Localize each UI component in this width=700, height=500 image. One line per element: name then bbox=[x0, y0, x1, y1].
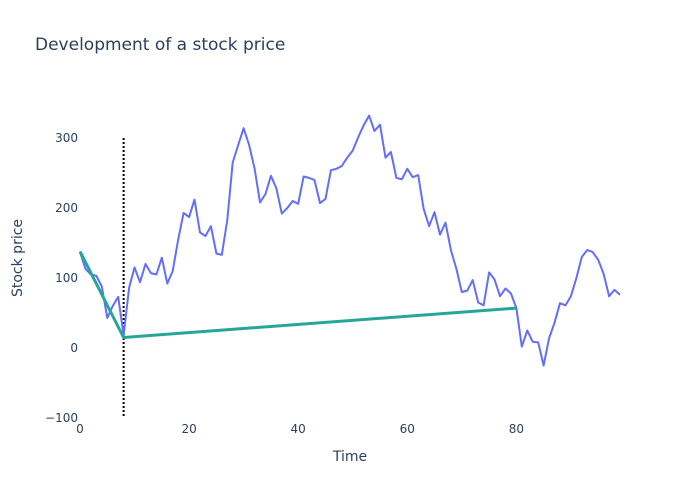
x-tick-label: 60 bbox=[400, 422, 415, 436]
y-tick-label: −100 bbox=[45, 411, 78, 425]
chart-title: Development of a stock price bbox=[35, 35, 285, 55]
x-tick-label: 40 bbox=[291, 422, 306, 436]
x-tick-label: 0 bbox=[76, 422, 84, 436]
y-tick-label: 100 bbox=[55, 271, 78, 285]
y-axis-ticks: −100 0 100 200 300 bbox=[45, 131, 78, 425]
stock-price-line bbox=[79, 114, 621, 367]
y-tick-label: 200 bbox=[55, 201, 78, 215]
y-tick-label: 0 bbox=[70, 341, 78, 355]
x-tick-label: 80 bbox=[509, 422, 524, 436]
x-axis-label: Time bbox=[332, 449, 367, 465]
y-tick-label: 300 bbox=[55, 131, 78, 145]
x-axis-ticks: 0 20 40 60 80 bbox=[76, 422, 524, 436]
trend-line bbox=[78, 250, 517, 339]
x-tick-label: 20 bbox=[181, 422, 196, 436]
series-layer bbox=[78, 114, 621, 367]
y-axis-label: Stock price bbox=[10, 219, 26, 297]
